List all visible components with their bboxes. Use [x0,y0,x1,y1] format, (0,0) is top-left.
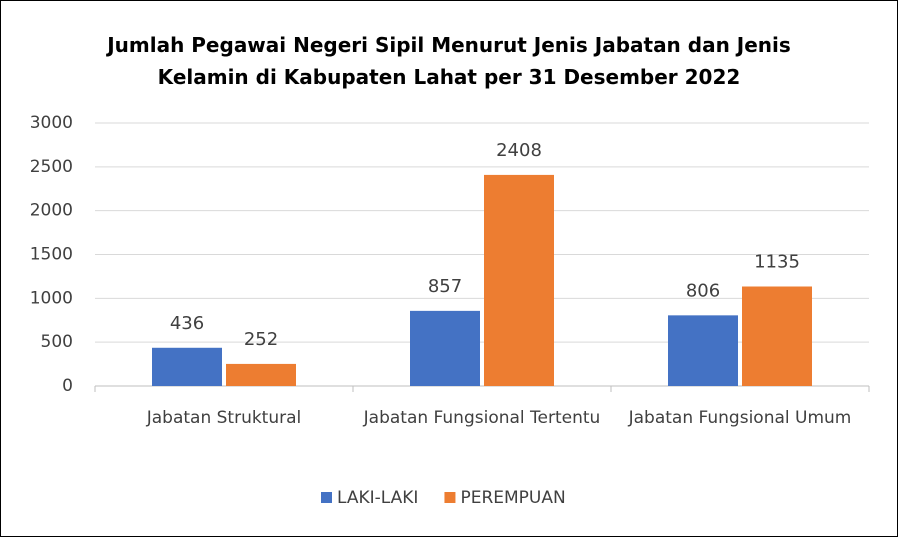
data-label: 806 [686,280,720,301]
bar [668,315,738,386]
bar [226,363,296,386]
legend-swatch [321,492,332,503]
legend-label: LAKI-LAKI [337,488,418,508]
x-tick-label: Jabatan Fungsional Umum [628,408,852,428]
bar [742,286,812,386]
data-label: 436 [170,313,204,334]
y-tick-label: 0 [62,376,73,396]
y-tick-label: 500 [41,332,73,352]
y-tick-label: 3000 [30,113,73,133]
legend-swatch [444,492,456,503]
data-label: 2408 [496,140,542,161]
y-tick-label: 1500 [30,245,73,265]
y-tick-label: 1000 [30,288,73,308]
y-tick-label: 2500 [30,157,73,177]
chart-title: Jumlah Pegawai Negeri Sipil Menurut Jeni… [107,33,791,89]
bar [484,174,554,386]
bar [152,347,222,386]
bar [410,310,480,386]
x-tick-label: Jabatan Fungsional Tertentu [363,408,601,428]
legend-label: PEREMPUAN [460,488,565,508]
data-label: 1135 [754,251,800,272]
y-tick-label: 2000 [30,201,73,221]
x-tick-label: Jabatan Struktural [146,408,302,428]
data-label: 252 [244,329,278,350]
data-label: 857 [428,276,462,297]
